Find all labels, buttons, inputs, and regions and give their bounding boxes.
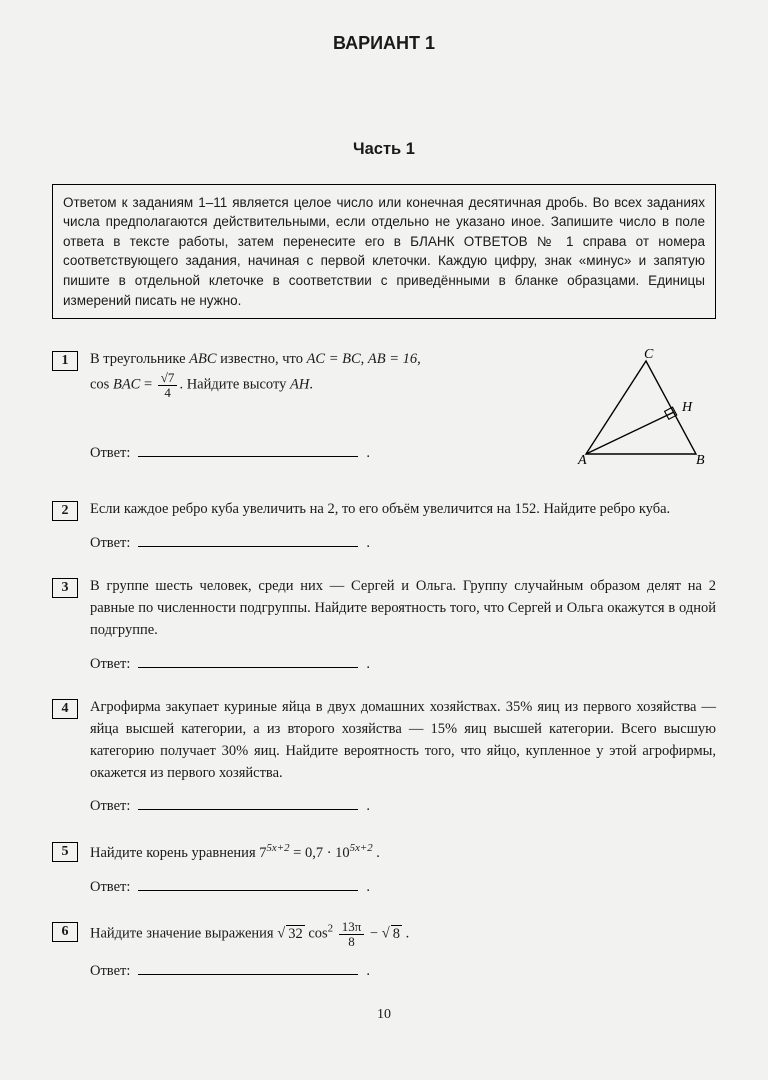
- answer-label: Ответ:: [90, 877, 130, 899]
- problem-number: 2: [52, 501, 78, 521]
- answer-label: Ответ:: [90, 654, 130, 676]
- problem-6: 6 Найдите значение выражения √32 cos2 13…: [52, 920, 716, 982]
- problem-4: 4 Агрофирма закупает куриные яйца в двух…: [52, 697, 716, 818]
- svg-text:C: C: [644, 349, 654, 362]
- problem-2: 2 Если каждое ребро куба увеличить на 2,…: [52, 499, 716, 555]
- answer-label: Ответ:: [90, 961, 130, 983]
- answer-label: Ответ:: [90, 796, 130, 818]
- answer-label: Ответ:: [90, 533, 130, 555]
- problem-number: 3: [52, 578, 78, 598]
- page-number: 10: [52, 1004, 716, 1025]
- svg-text:B: B: [696, 453, 705, 468]
- problem-number: 5: [52, 842, 78, 862]
- svg-text:A: A: [577, 453, 587, 468]
- problem-text: Найдите корень уравнения 75x+2 = 0,7 · 1…: [90, 840, 716, 865]
- answer-blank[interactable]: [138, 654, 358, 668]
- answer-label: Ответ:: [90, 443, 130, 465]
- problem-text: В треугольнике ABC известно, что AC = BC…: [90, 349, 548, 399]
- problem-text: В группе шесть человек, среди них — Серг…: [90, 576, 716, 641]
- problem-number: 6: [52, 922, 78, 942]
- problem-3: 3 В группе шесть человек, среди них — Се…: [52, 576, 716, 675]
- variant-title: ВАРИАНТ 1: [52, 30, 716, 57]
- instructions-box: Ответом к заданиям 1–11 является целое ч…: [52, 184, 716, 319]
- triangle-figure: A B C H: [566, 349, 716, 477]
- problem-number: 1: [52, 351, 78, 371]
- answer-blank[interactable]: [138, 877, 358, 891]
- answer-blank[interactable]: [138, 961, 358, 975]
- problem-text: Найдите значение выражения √32 cos2 13π8…: [90, 920, 716, 948]
- problem-number: 4: [52, 699, 78, 719]
- problem-text: Если каждое ребро куба увеличить на 2, т…: [90, 499, 716, 521]
- problem-1: 1 В треугольнике ABC известно, что AC = …: [52, 349, 716, 477]
- answer-blank[interactable]: [138, 796, 358, 810]
- part-title: Часть 1: [52, 137, 716, 162]
- answer-blank[interactable]: [138, 533, 358, 547]
- svg-text:H: H: [681, 400, 693, 415]
- problem-5: 5 Найдите корень уравнения 75x+2 = 0,7 ·…: [52, 840, 716, 898]
- problem-text: Агрофирма закупает куриные яйца в двух д…: [90, 697, 716, 784]
- answer-blank[interactable]: [138, 443, 358, 457]
